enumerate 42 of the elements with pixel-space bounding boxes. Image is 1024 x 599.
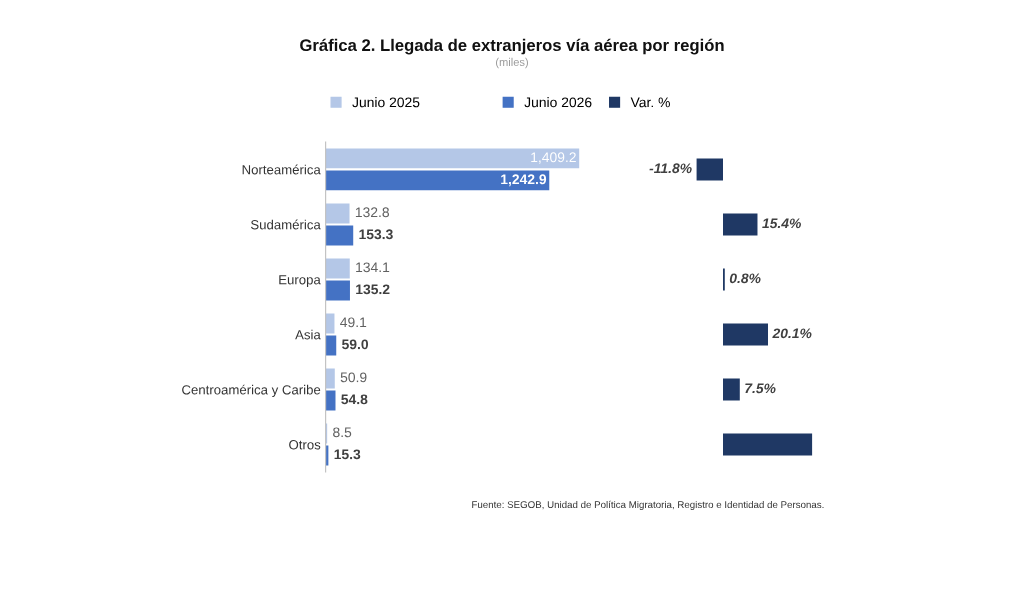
bar bbox=[325, 225, 354, 246]
bar bbox=[723, 378, 740, 401]
y-tick-label: Sudamérica bbox=[250, 219, 321, 230]
bar bbox=[325, 368, 335, 389]
bar bbox=[723, 213, 758, 236]
data-label: 15.4% bbox=[762, 218, 801, 229]
data-label: 135.2 bbox=[356, 284, 390, 295]
y-tick-label: Europa bbox=[279, 275, 321, 287]
data-label: 1,242.9 bbox=[501, 174, 547, 187]
data-label: 59.0 bbox=[342, 339, 369, 350]
data-label: 50.9 bbox=[340, 372, 367, 383]
data-label: 134.1 bbox=[356, 262, 390, 273]
bar bbox=[325, 335, 337, 356]
data-label: 7.5% bbox=[745, 383, 776, 394]
y-tick-label: Centroamérica y Caribe bbox=[182, 384, 321, 398]
source-note: Fuente: SEGOB, Unidad de Política Migratoria, Registro e Identidad de Personas. bbox=[472, 500, 824, 510]
data-label: 153.3 bbox=[359, 229, 393, 240]
legend-label: Var. % bbox=[630, 97, 670, 108]
data-label: 15.3 bbox=[334, 449, 361, 460]
bar bbox=[325, 170, 550, 191]
bar bbox=[696, 158, 723, 181]
bar bbox=[325, 203, 350, 224]
bar bbox=[325, 148, 580, 169]
legend-label: Junio 2025 bbox=[352, 97, 420, 108]
data-label: 49.1 bbox=[340, 317, 367, 328]
chart-subtitle: (miles) bbox=[496, 57, 528, 69]
bar bbox=[723, 433, 813, 456]
legend-label: Junio 2026 bbox=[524, 97, 592, 108]
data-label: -11.8% bbox=[649, 163, 692, 174]
data-label: 1,409.2 bbox=[531, 152, 576, 164]
y-tick-label: Asia bbox=[295, 329, 321, 340]
bar bbox=[723, 323, 768, 346]
bar bbox=[325, 280, 350, 301]
data-label: 54.8 bbox=[341, 394, 368, 405]
bar bbox=[325, 258, 350, 279]
y-tick-label: Norteamérica bbox=[242, 164, 321, 175]
y-tick-label: Otros bbox=[289, 440, 321, 450]
data-label: 0.8% bbox=[729, 273, 761, 284]
data-label: 20.1% bbox=[772, 328, 812, 339]
data-label: 8.5 bbox=[333, 427, 352, 438]
data-label: 132.8 bbox=[355, 207, 389, 218]
chart-title: Gráfica 2. Llegada de extranjeros vía aérea por región bbox=[300, 38, 724, 55]
